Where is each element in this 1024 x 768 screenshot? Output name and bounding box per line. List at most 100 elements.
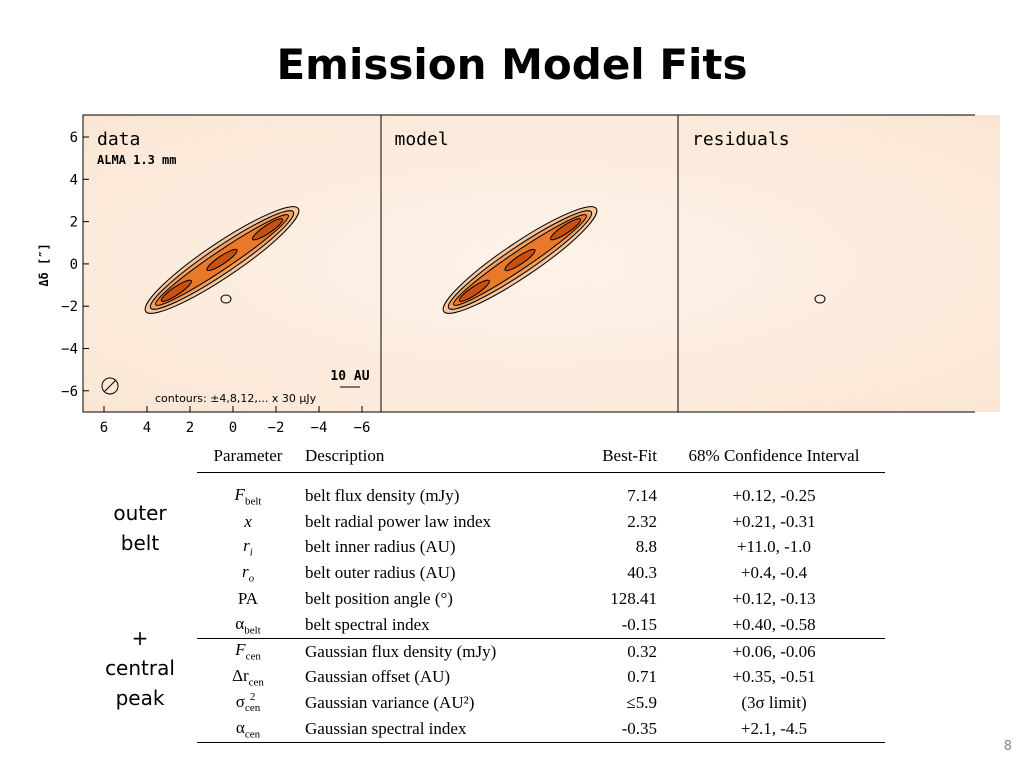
column-header: Description <box>299 440 571 473</box>
y-tick-label: −6 <box>61 384 78 400</box>
parameter-symbol: x <box>244 511 252 531</box>
best-fit-cell: -0.15 <box>621 614 657 634</box>
table-row: Fbelt belt flux density (mJy) 7.14 +0.12, -… <box>197 473 885 509</box>
x-tick-label: 6 <box>100 420 108 436</box>
parameter-subscript: belt <box>244 624 261 637</box>
y-tick-label: 6 <box>70 130 78 146</box>
x-tick-label: −6 <box>354 420 371 436</box>
table-row: Fcen Gaussian flux density (mJy) 0.32 +0.06… <box>197 637 885 665</box>
y-tick-label: 0 <box>70 257 78 273</box>
parameter-subscript: cen <box>244 728 261 741</box>
table-row: ro belt outer radius (AU) 40.3 +0.4, -0.4 <box>197 560 885 586</box>
description-cell: belt spectral index <box>305 614 430 634</box>
table-row: αbelt belt spectral index -0.15 +0.40, -0.5… <box>197 612 885 638</box>
slide-title: Emission Model Fits <box>276 40 748 89</box>
table-row: ri belt inner radius (AU) 8.8 +11.0, -1.0 <box>197 535 885 561</box>
parameter-cell: αbelt <box>197 612 299 638</box>
parameter-cell: Fcen <box>197 637 299 665</box>
interval-cell: +2.1, -4.5 <box>663 716 885 743</box>
best-fit-cell: 7.14 <box>627 485 657 505</box>
contour <box>220 294 232 304</box>
contour <box>458 279 490 302</box>
interval-cell: +0.12, -0.13 <box>732 589 816 609</box>
parameter-symbol: F <box>234 484 245 504</box>
description-cell: Gaussian flux density (mJy) <box>299 637 571 665</box>
description-cell: belt flux density (mJy) <box>305 485 460 505</box>
interval-cell: +0.12, -0.25 <box>732 485 816 505</box>
description-cell: belt inner radius (AU) <box>305 537 456 557</box>
parameter-cell: Δrcen <box>197 665 299 691</box>
best-fit-cell: 2.32 <box>627 511 657 531</box>
parameter-scripts: 2 cen <box>245 692 260 714</box>
contours-note: contours: ±4,8,12,... x 30 μJy <box>155 392 317 405</box>
parameter-symbol: Δr <box>232 666 249 686</box>
description-cell: belt outer radius (AU) <box>305 563 456 583</box>
description-cell: Gaussian offset (AU) <box>305 667 451 687</box>
table-row: x belt radial power law index 2.32 +0.21, -… <box>197 509 885 535</box>
contour <box>252 218 284 241</box>
panel-sublabel: ALMA 1.3 mm <box>97 153 176 167</box>
best-fit-cell: -0.35 <box>571 716 663 743</box>
parameter-subscript: o <box>248 572 255 585</box>
maps: 10 AU contours: ±4,8,12,... x 30 μJy Δδ … <box>37 114 1000 436</box>
panel-label: residuals <box>692 129 790 150</box>
parameter-subscript: belt <box>244 495 262 508</box>
best-fit-cell: 40.3 <box>627 563 657 583</box>
best-fit-cell: 8.8 <box>635 537 657 557</box>
description-cell: belt radial power law index <box>305 511 491 531</box>
page-number: 8 <box>1003 739 1012 754</box>
panel-label: data <box>97 129 140 150</box>
parameter-symbol: PA <box>237 589 259 609</box>
interval-cell: +0.21, -0.31 <box>732 511 816 531</box>
parameter-cell: αcen <box>197 716 299 743</box>
scale-bar-label: 10 AU <box>330 369 369 384</box>
table-row: Δrcen Gaussian offset (AU) 0.71 +0.35, -0.5… <box>197 665 885 691</box>
table-row: αcen Gaussian spectral index -0.35 +2.1, -4… <box>197 716 885 743</box>
parameter-cell: ri <box>197 535 299 561</box>
parameter-table: Parameter Description Best-Fit 68% Confiden… <box>197 440 885 743</box>
parameter-subscript: cen <box>244 702 261 715</box>
parameter-symbol: F <box>235 640 246 660</box>
group-label: + central peak <box>80 623 200 713</box>
emission-contours <box>442 206 598 314</box>
parameter-superscript: 2 <box>249 691 256 704</box>
parameter-cell: ro <box>197 560 299 586</box>
parameter-cell: PA <box>197 586 299 612</box>
parameter-cell: σ 2 cen <box>197 690 299 716</box>
x-tick-label: 0 <box>229 420 237 436</box>
description-cell: belt position angle (°) <box>305 589 453 609</box>
parameter-subscript: cen <box>245 650 261 663</box>
parameter-symbol: α <box>235 613 245 633</box>
description-cell: Gaussian variance (AU²) <box>305 693 475 713</box>
parameter-symbol: r <box>243 536 250 556</box>
beam <box>101 377 119 395</box>
beam-hatch <box>103 379 117 393</box>
parameter-symbol: r <box>241 562 249 582</box>
interval-cell: (3σ limit) <box>741 693 807 713</box>
column-header: Best-Fit <box>571 440 663 473</box>
table-row: σ 2 cen Gaussian variance (AU²) ≤5.9 (3σ limi… <box>197 690 885 716</box>
parameter-symbol: α <box>235 717 245 737</box>
parameter-symbol: σ <box>235 692 245 712</box>
group-label-line: + <box>131 626 149 650</box>
x-tick-label: −4 <box>311 420 328 436</box>
column-header: 68% Confidence Interval <box>663 440 885 473</box>
x-tick-label: 2 <box>186 420 194 436</box>
parameter-subscript: i <box>249 546 253 559</box>
interval-cell: +0.06, -0.06 <box>663 637 885 665</box>
contour <box>206 248 238 272</box>
y-tick-label: −2 <box>61 299 78 315</box>
best-fit-cell: 0.71 <box>627 667 657 687</box>
group-label: outer belt <box>80 498 200 558</box>
interval-cell: +11.0, -1.0 <box>736 537 812 557</box>
y-tick-label: 2 <box>70 215 78 231</box>
parameter-cell: Fbelt <box>197 473 299 509</box>
table-row: PA belt position angle (°) 128.41 +0.12, -0… <box>197 586 885 612</box>
contour <box>814 294 826 304</box>
emission-contours <box>144 206 300 314</box>
group-label-line: outer <box>113 501 167 525</box>
interval-cell: +0.35, -0.51 <box>732 667 816 687</box>
group-label-line: peak <box>115 686 165 710</box>
x-tick-label: 4 <box>143 420 151 436</box>
